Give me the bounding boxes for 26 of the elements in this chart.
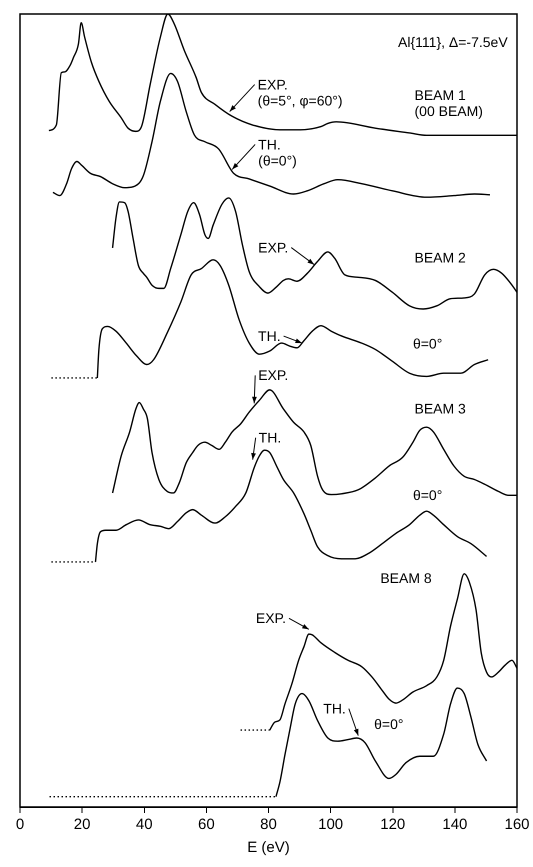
annotation: θ=0°	[374, 716, 404, 732]
annotation: EXP.	[258, 367, 288, 384]
annotation: θ=0°	[412, 335, 442, 352]
x-tick-label: 20	[74, 816, 90, 834]
annotation: EXP. (θ=5°, φ=60°)	[258, 76, 343, 108]
x-axis-title: E (eV)	[247, 839, 290, 856]
annotation: BEAM 8	[380, 570, 432, 586]
x-tick-label: 0	[16, 816, 24, 834]
x-tick-label: 80	[260, 816, 277, 834]
annotation: TH.	[258, 328, 281, 344]
x-tick-label: 40	[136, 816, 153, 834]
annotation: TH. (θ=0°)	[258, 136, 297, 168]
x-tick-label: 140	[442, 816, 468, 834]
annotation: EXP.	[258, 239, 288, 256]
annotation: Al{111}, Δ=-7.5eV	[398, 34, 508, 50]
x-tick-label: 120	[380, 816, 406, 834]
annotation: BEAM 2	[414, 250, 466, 266]
x-tick-label: 160	[504, 816, 530, 834]
x-tick-label: 60	[198, 816, 215, 834]
annotation: TH.	[258, 430, 282, 446]
annotation: EXP.	[256, 610, 286, 626]
annotation: BEAM 3	[414, 400, 466, 416]
annotation: BEAM 1 (00 BEAM)	[414, 87, 483, 120]
annotation: θ=0°	[412, 486, 442, 503]
x-tick-label: 100	[318, 816, 344, 834]
annotation: TH.	[323, 700, 346, 716]
